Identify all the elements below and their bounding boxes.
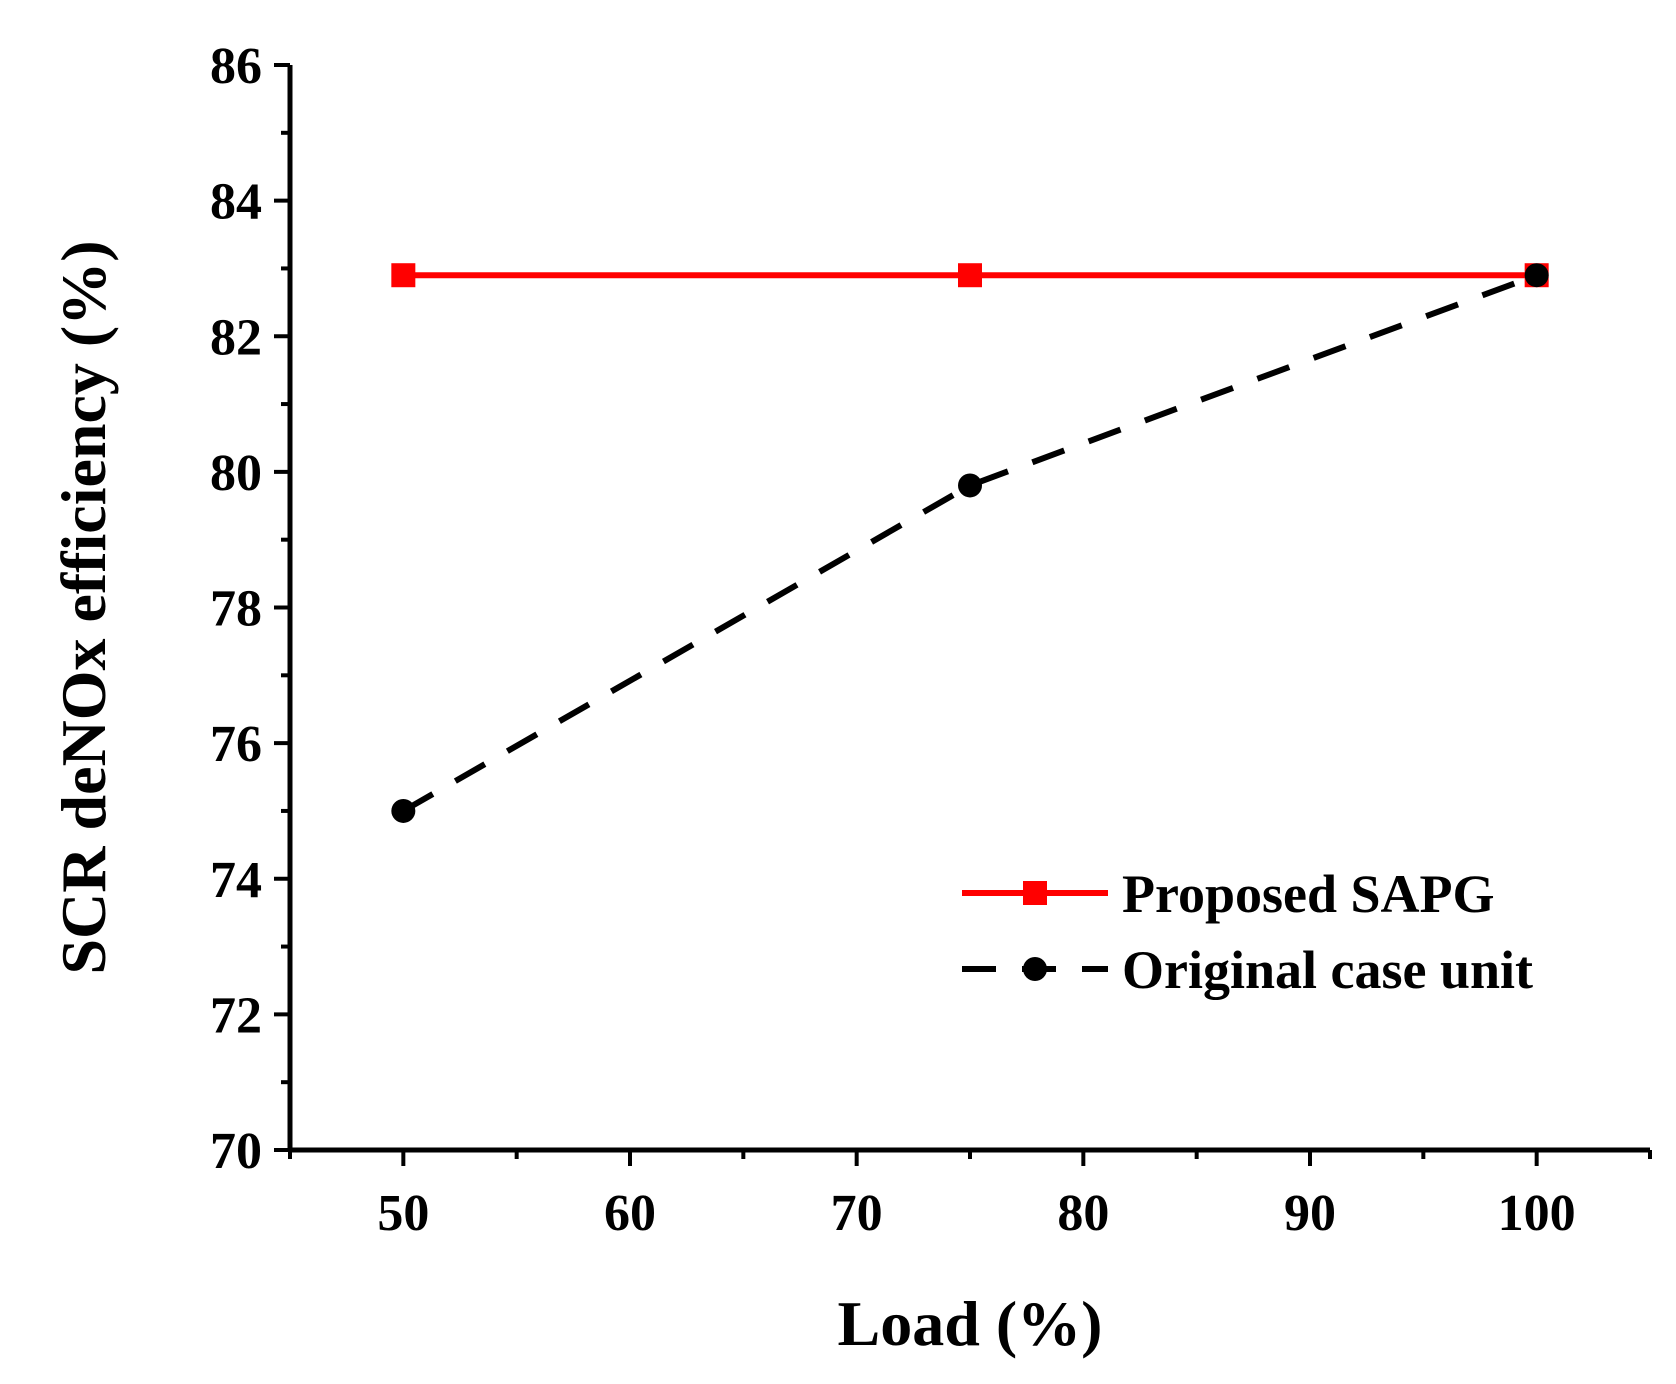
legend: Proposed SAPG Original case unit bbox=[962, 864, 1533, 1000]
data-point-square bbox=[958, 263, 982, 288]
x-tick-label: 90 bbox=[1284, 1185, 1336, 1242]
y-axis-title: SCR deNOx efficiency (%) bbox=[48, 240, 119, 974]
data-point-circle bbox=[958, 473, 982, 498]
y-tick-label: 84 bbox=[210, 174, 262, 231]
y-tick-label: 82 bbox=[210, 309, 262, 366]
y-tick-label: 86 bbox=[210, 38, 262, 95]
legend-marker-circle bbox=[1023, 957, 1047, 981]
legend-label: Original case unit bbox=[1122, 940, 1533, 1000]
y-tick-label: 72 bbox=[210, 987, 262, 1044]
legend-label: Proposed SAPG bbox=[1122, 864, 1495, 924]
y-tick-label: 74 bbox=[210, 852, 262, 909]
data-point-circle bbox=[391, 798, 416, 823]
legend-marker-square bbox=[1023, 881, 1047, 905]
y-tick-label: 76 bbox=[210, 716, 262, 773]
x-tick-label: 100 bbox=[1498, 1185, 1576, 1242]
data-point-circle bbox=[1524, 263, 1549, 288]
x-axis-title: Load (%) bbox=[838, 1288, 1103, 1359]
x-tick-label: 80 bbox=[1057, 1185, 1109, 1242]
x-tick-label: 50 bbox=[377, 1185, 429, 1242]
y-tick-label: 70 bbox=[210, 1123, 262, 1180]
plot-area bbox=[391, 263, 1549, 823]
axes: 70 72 74 76 78 80 82 84 86 50 60 70 80 90 100 bbox=[210, 38, 1652, 1242]
series-line bbox=[401, 272, 1538, 814]
data-point-square bbox=[391, 263, 416, 288]
y-tick-label: 78 bbox=[210, 581, 262, 638]
y-tick-label: 80 bbox=[210, 445, 262, 502]
x-tick-label: 60 bbox=[604, 1185, 656, 1242]
x-tick-label: 70 bbox=[831, 1185, 883, 1242]
